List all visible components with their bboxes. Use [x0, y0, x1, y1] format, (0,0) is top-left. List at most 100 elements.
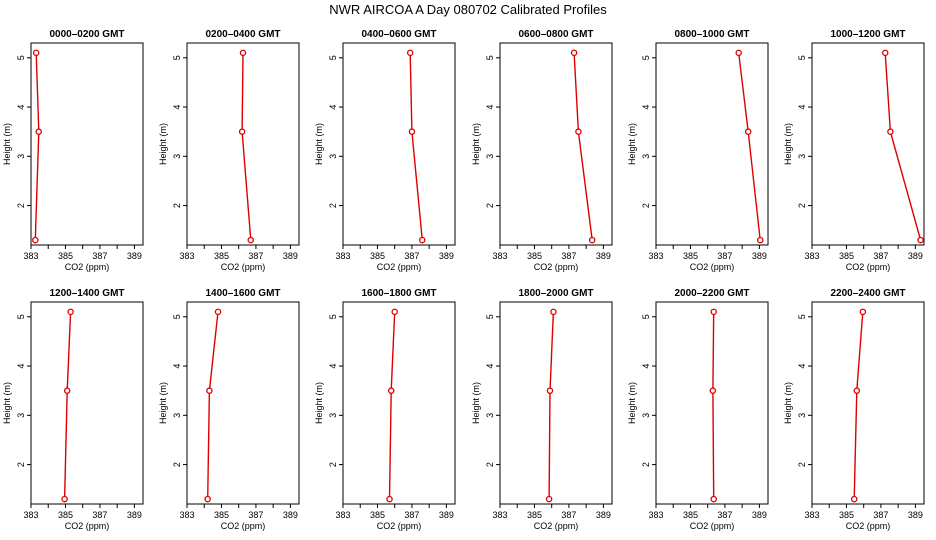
y-tick-label: 3	[16, 413, 26, 418]
profile-point	[859, 308, 867, 316]
panel-2: 0200–0400 GMT 383 385 387 389 2 3 4 5 CO2 (ppm) He…	[158, 29, 300, 272]
x-tick-label: 387	[92, 510, 107, 520]
x-tick-label: 385	[370, 510, 385, 520]
x-tick-label: 385	[370, 251, 385, 261]
x-tick-label: 387	[717, 251, 732, 261]
x-axis-label: CO2 (ppm)	[846, 262, 891, 272]
x-axis-label: CO2 (ppm)	[377, 262, 422, 272]
y-tick-label: 2	[797, 462, 807, 467]
plot-frame	[655, 42, 769, 246]
x-tick-label: 385	[58, 510, 73, 520]
x-tick-label: 389	[596, 251, 611, 261]
panel-11: 2000–2200 GMT 383 385 387 389 2 3 4 5 CO2 (ppm) He…	[627, 288, 769, 531]
x-tick-label: 389	[283, 510, 298, 520]
plot-frame	[499, 42, 613, 246]
profile-point	[32, 49, 40, 57]
y-axis-label: Height (m)	[158, 382, 168, 424]
y-tick-label: 4	[16, 105, 26, 110]
x-axis-label: CO2 (ppm)	[65, 521, 110, 531]
profile-point	[61, 495, 68, 503]
panel-title: 2200–2400 GMT	[830, 288, 905, 299]
plot-frame	[811, 301, 925, 505]
y-tick-label: 5	[172, 55, 182, 60]
panel-title: 1400–1600 GMT	[205, 288, 280, 299]
profile-point	[735, 49, 742, 57]
y-tick-label: 4	[485, 364, 495, 369]
profile-point	[545, 495, 553, 503]
y-tick-label: 5	[641, 55, 651, 60]
x-tick-label: 389	[127, 251, 142, 261]
y-tick-label: 2	[172, 203, 182, 208]
y-tick-label: 3	[641, 413, 651, 418]
profile-point	[710, 308, 717, 316]
y-tick-label: 3	[328, 413, 338, 418]
y-tick-label: 2	[485, 462, 495, 467]
panel-6: 1000–1200 GMT 383 385 387 389 2 3 4 5 CO2 (ppm) He…	[783, 29, 925, 272]
x-tick-label: 383	[23, 251, 38, 261]
profile-point	[887, 128, 894, 135]
x-tick-label: 389	[752, 251, 767, 261]
y-tick-label: 2	[641, 203, 651, 208]
profile-point	[63, 387, 71, 394]
y-axis-label: Height (m)	[471, 123, 481, 165]
profile-point	[588, 236, 596, 244]
profile-point	[206, 387, 213, 394]
y-tick-label: 3	[172, 154, 182, 159]
x-tick-label: 385	[58, 251, 73, 261]
x-tick-label: 385	[214, 510, 229, 520]
y-tick-label: 2	[328, 203, 338, 208]
plot-frame	[30, 301, 144, 505]
figure-title: NWR AIRCOA A Day 080702 Calibrated Profi…	[329, 2, 607, 17]
y-tick-label: 4	[797, 105, 807, 110]
y-axis-label: Height (m)	[783, 123, 793, 165]
profile-point	[853, 387, 861, 394]
y-axis-label: Height (m)	[158, 123, 168, 165]
x-tick-label: 387	[561, 251, 576, 261]
x-tick-label: 383	[23, 510, 38, 520]
y-tick-label: 4	[641, 364, 651, 369]
panel-title: 1000–1200 GMT	[830, 29, 905, 40]
y-tick-label: 5	[641, 314, 651, 319]
x-tick-label: 387	[873, 510, 888, 520]
profile-point	[419, 236, 426, 244]
y-tick-label: 3	[328, 154, 338, 159]
y-axis-label: Height (m)	[314, 123, 324, 165]
panel-10: 1800–2000 GMT 383 385 387 389 2 3 4 5 CO2 (ppm) He…	[471, 288, 613, 531]
y-tick-label: 4	[485, 105, 495, 110]
y-tick-label: 3	[797, 413, 807, 418]
y-tick-label: 5	[797, 314, 807, 319]
plot-frame	[499, 301, 613, 505]
y-axis-label: Height (m)	[783, 382, 793, 424]
panel-4: 0600–0800 GMT 383 385 387 389 2 3 4 5 CO2 (ppm) He…	[471, 29, 613, 272]
plot-frame	[186, 301, 300, 505]
profile-point	[756, 236, 764, 244]
y-tick-label: 3	[641, 154, 651, 159]
y-tick-label: 3	[172, 413, 182, 418]
x-tick-label: 385	[839, 510, 854, 520]
plot-frame	[186, 42, 300, 246]
y-tick-label: 3	[797, 154, 807, 159]
panel-1: 0000–0200 GMT 383 385 387 389 2 3 4 5 CO2 (ppm) He…	[2, 29, 144, 272]
plot-frame	[342, 301, 456, 505]
y-axis-label: Height (m)	[627, 123, 637, 165]
x-tick-label: 383	[804, 510, 819, 520]
plot-frame	[811, 42, 925, 246]
x-tick-label: 383	[335, 251, 350, 261]
x-tick-label: 385	[214, 251, 229, 261]
profile-point	[387, 387, 395, 394]
y-tick-label: 4	[328, 105, 338, 110]
x-tick-label: 383	[492, 251, 507, 261]
y-axis-label: Height (m)	[314, 382, 324, 424]
profile-point	[247, 236, 255, 244]
x-tick-label: 389	[439, 510, 454, 520]
panel-title: 1200–1400 GMT	[49, 288, 124, 299]
plot-frame	[30, 42, 144, 246]
x-tick-label: 387	[717, 510, 732, 520]
profile-point	[239, 49, 247, 57]
y-tick-label: 3	[16, 154, 26, 159]
x-tick-label: 387	[873, 251, 888, 261]
x-tick-label: 383	[648, 510, 663, 520]
y-tick-label: 4	[328, 364, 338, 369]
profile-point	[408, 128, 416, 135]
panel-title: 0400–0600 GMT	[361, 29, 436, 40]
